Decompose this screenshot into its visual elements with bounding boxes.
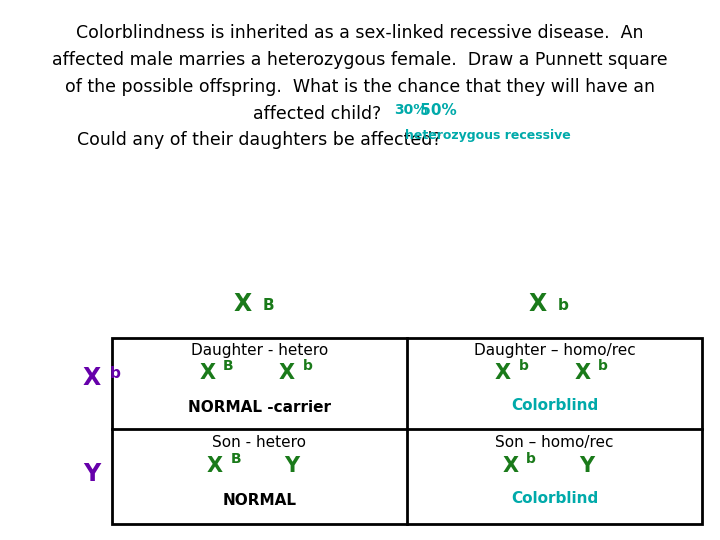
Text: Y: Y [579, 456, 594, 476]
Text: X: X [575, 362, 590, 383]
Text: X: X [200, 362, 216, 383]
Bar [112, 338, 702, 524]
Text: NORMAL -carrier: NORMAL -carrier [188, 400, 330, 415]
Text: heterozygous recessive: heterozygous recessive [405, 129, 570, 141]
Text: b: b [518, 359, 528, 373]
Text: affected child?: affected child? [253, 105, 381, 123]
Text: Could any of their daughters be affected?: Could any of their daughters be affected… [77, 131, 441, 149]
Text: Colorblindness is inherited as a sex-linked recessive disease.  An: Colorblindness is inherited as a sex-lin… [76, 24, 644, 42]
Text: Y: Y [84, 462, 101, 486]
Text: Daughter - hetero: Daughter - hetero [191, 343, 328, 358]
Text: b: b [526, 453, 536, 466]
Text: X: X [503, 456, 518, 476]
Text: b: b [302, 359, 312, 373]
Text: b: b [598, 359, 608, 373]
Text: B: B [230, 453, 241, 466]
Text: Daughter – homo/rec: Daughter – homo/rec [474, 343, 635, 358]
Text: X: X [234, 292, 252, 316]
Text: X: X [207, 456, 223, 476]
Text: b: b [109, 366, 120, 381]
Text: Colorblind: Colorblind [510, 397, 598, 413]
Text: b: b [558, 298, 569, 313]
Text: 30%: 30% [394, 103, 427, 117]
Text: Son - hetero: Son - hetero [212, 435, 306, 450]
Text: affected male marries a heterozygous female.  Draw a Punnett square: affected male marries a heterozygous fem… [52, 51, 668, 69]
Text: B: B [223, 359, 234, 373]
Text: X: X [279, 362, 295, 383]
Text: Y: Y [284, 456, 299, 476]
Text: 50%: 50% [415, 103, 457, 118]
Text: X: X [529, 292, 547, 316]
Text: of the possible offspring.  What is the chance that they will have an: of the possible offspring. What is the c… [65, 78, 655, 96]
Text: B: B [263, 298, 274, 313]
Text: X: X [495, 362, 511, 383]
Text: Son – homo/rec: Son – homo/rec [495, 435, 613, 450]
Text: NORMAL: NORMAL [222, 494, 296, 508]
Text: X: X [83, 366, 101, 390]
Text: Colorblind: Colorblind [510, 491, 598, 505]
